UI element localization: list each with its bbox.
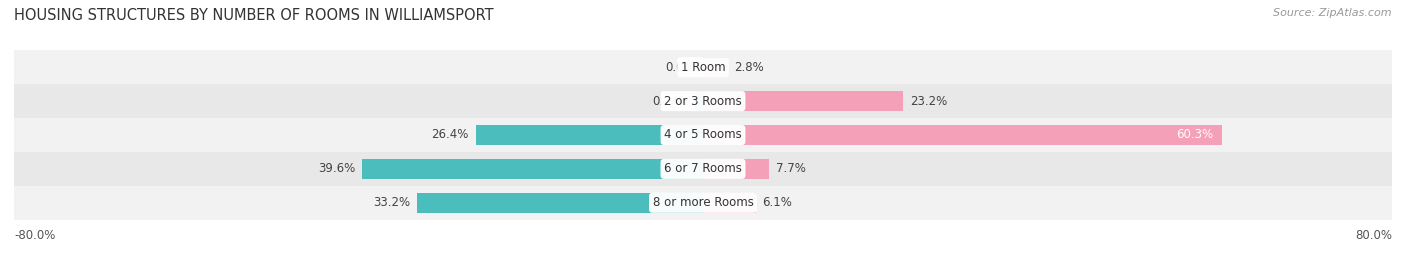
- Text: 8 or more Rooms: 8 or more Rooms: [652, 196, 754, 209]
- Text: Source: ZipAtlas.com: Source: ZipAtlas.com: [1274, 8, 1392, 18]
- Text: 23.2%: 23.2%: [910, 94, 946, 108]
- Text: 26.4%: 26.4%: [432, 129, 468, 141]
- Text: 39.6%: 39.6%: [318, 162, 356, 176]
- Text: 0.84%: 0.84%: [652, 94, 689, 108]
- Bar: [14, 50, 1392, 84]
- Bar: [703, 193, 755, 212]
- Text: 6 or 7 Rooms: 6 or 7 Rooms: [664, 162, 742, 176]
- Text: 4 or 5 Rooms: 4 or 5 Rooms: [664, 129, 742, 141]
- Text: HOUSING STRUCTURES BY NUMBER OF ROOMS IN WILLIAMSPORT: HOUSING STRUCTURES BY NUMBER OF ROOMS IN…: [14, 8, 494, 23]
- Text: 6.1%: 6.1%: [762, 196, 793, 209]
- Bar: [14, 84, 1392, 118]
- Bar: [696, 91, 703, 111]
- Bar: [361, 159, 703, 179]
- Text: 33.2%: 33.2%: [373, 196, 411, 209]
- Text: 80.0%: 80.0%: [1355, 229, 1392, 242]
- Bar: [14, 186, 1392, 220]
- Text: 60.3%: 60.3%: [1177, 129, 1213, 141]
- Bar: [14, 118, 1392, 152]
- Text: 7.7%: 7.7%: [776, 162, 806, 176]
- Text: 2.8%: 2.8%: [734, 61, 763, 74]
- Bar: [703, 91, 903, 111]
- Bar: [703, 125, 1222, 145]
- Bar: [703, 159, 769, 179]
- Text: 1 Room: 1 Room: [681, 61, 725, 74]
- Bar: [418, 193, 703, 212]
- Bar: [475, 125, 703, 145]
- Text: 0.0%: 0.0%: [665, 61, 695, 74]
- Text: -80.0%: -80.0%: [14, 229, 55, 242]
- Text: 2 or 3 Rooms: 2 or 3 Rooms: [664, 94, 742, 108]
- Bar: [703, 58, 727, 77]
- Bar: [14, 152, 1392, 186]
